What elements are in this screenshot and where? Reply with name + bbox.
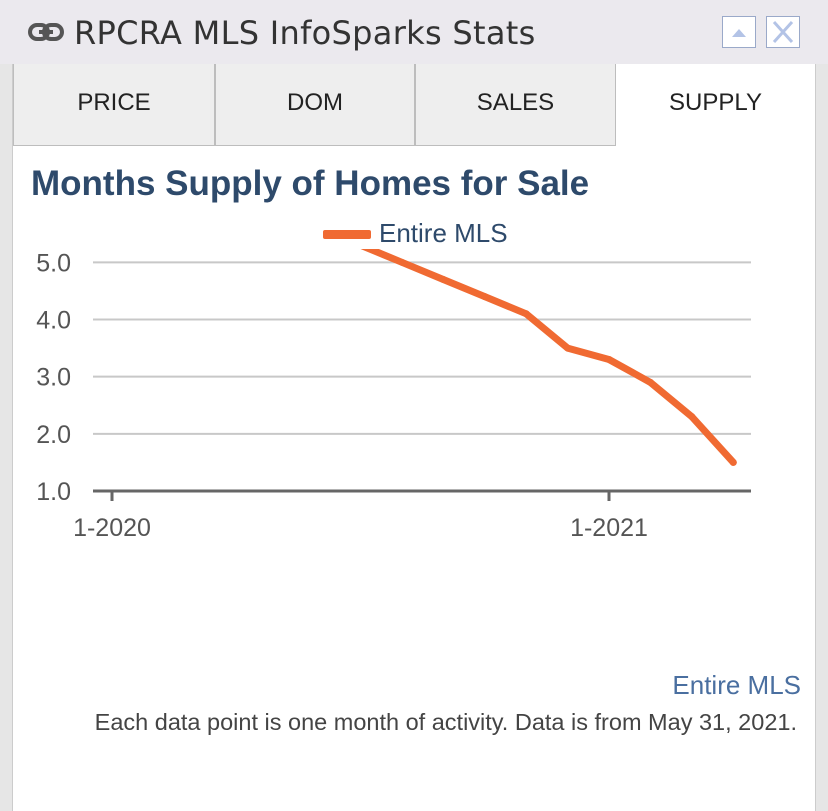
y-tick-label: 3.0 bbox=[36, 364, 71, 392]
footnote: Each data point is one month of activity… bbox=[94, 709, 797, 735]
data-point[interactable] bbox=[522, 310, 530, 318]
y-tick-label: 2.0 bbox=[36, 421, 71, 449]
data-point[interactable] bbox=[481, 293, 489, 301]
series-link[interactable]: Entire MLS bbox=[672, 670, 801, 700]
legend-swatch bbox=[323, 230, 371, 239]
legend-label: Entire MLS bbox=[379, 218, 508, 248]
minimize-button[interactable] bbox=[722, 16, 756, 48]
tab-supply[interactable]: SUPPLY bbox=[616, 64, 815, 146]
content-panel: PRICE DOM SALES SUPPLY Months Supply of … bbox=[12, 64, 816, 811]
close-button[interactable] bbox=[766, 16, 800, 48]
close-icon bbox=[772, 20, 794, 44]
x-tick-label: 1-2020 bbox=[73, 514, 151, 542]
title-bar: RPCRA MLS InfoSparks Stats bbox=[0, 0, 828, 64]
y-tick-label: 5.0 bbox=[36, 249, 71, 277]
data-point[interactable] bbox=[646, 378, 654, 386]
window-title: RPCRA MLS InfoSparks Stats bbox=[74, 14, 536, 52]
link-icon bbox=[28, 23, 64, 41]
data-point[interactable] bbox=[398, 258, 406, 266]
data-point[interactable] bbox=[439, 275, 447, 283]
data-point[interactable] bbox=[729, 458, 737, 466]
series-line-entire-mls[interactable] bbox=[112, 249, 737, 466]
triangle-up-icon bbox=[732, 29, 746, 37]
x-tick-label: 1-2021 bbox=[570, 514, 648, 542]
y-tick-label: 4.0 bbox=[36, 307, 71, 335]
chart-title: Months Supply of Homes for Sale bbox=[31, 164, 590, 203]
data-point[interactable] bbox=[605, 356, 613, 364]
tab-price[interactable]: PRICE bbox=[13, 64, 215, 146]
tab-bar: PRICE DOM SALES SUPPLY bbox=[13, 64, 815, 146]
tab-dom[interactable]: DOM bbox=[215, 64, 415, 146]
y-tick-label: 1.0 bbox=[36, 478, 71, 506]
tab-sales[interactable]: SALES bbox=[415, 64, 616, 146]
data-point[interactable] bbox=[688, 413, 696, 421]
data-point[interactable] bbox=[564, 344, 572, 352]
